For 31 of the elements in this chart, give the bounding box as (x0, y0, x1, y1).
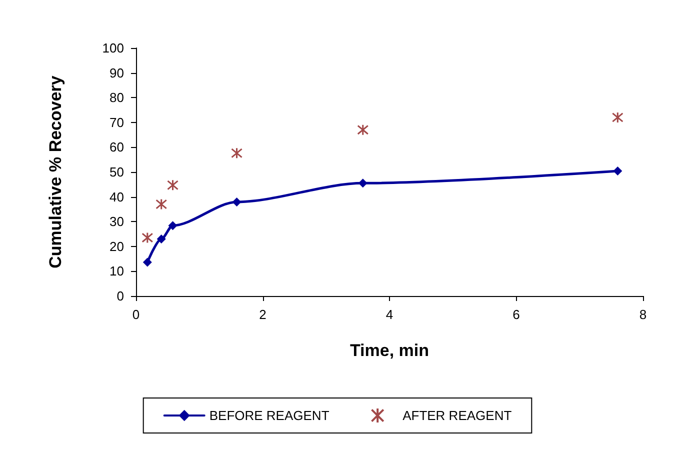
point (357, 124, 369, 136)
x-axis-title: Time, min (350, 341, 430, 360)
y-tick-label: 30 (110, 214, 124, 230)
point (232, 198, 242, 207)
point (156, 198, 168, 210)
point (142, 232, 154, 244)
y-tick-label: 60 (110, 140, 124, 155)
x-tick-label: 8 (639, 307, 647, 322)
y-tick-label: 20 (110, 238, 124, 254)
y-tick-label: 100 (102, 40, 124, 56)
point (612, 112, 624, 124)
x-tick-label: 4 (386, 307, 394, 322)
y-tick-label: 40 (110, 189, 124, 204)
y-tick-label: 80 (110, 90, 124, 106)
point (613, 166, 622, 176)
point (231, 147, 243, 159)
y-tick-label: 50 (110, 164, 124, 180)
y-tick-label: 90 (110, 65, 124, 80)
point (167, 179, 179, 191)
point (156, 234, 166, 244)
legend-label: AFTER REAGENT (402, 408, 512, 423)
x-tick-label: 0 (132, 307, 140, 322)
point (142, 258, 152, 267)
x-tick-label: 6 (512, 307, 520, 322)
legend-label: BEFORE REAGENT (209, 408, 330, 423)
y-axis-title: Cumulative % Recovery (46, 75, 65, 268)
y-tick-label: 0 (116, 288, 124, 304)
point (168, 221, 178, 230)
y-tick-label: 10 (110, 264, 124, 279)
x-tick-label: 2 (259, 307, 266, 322)
y-tick-label: 70 (110, 114, 124, 130)
